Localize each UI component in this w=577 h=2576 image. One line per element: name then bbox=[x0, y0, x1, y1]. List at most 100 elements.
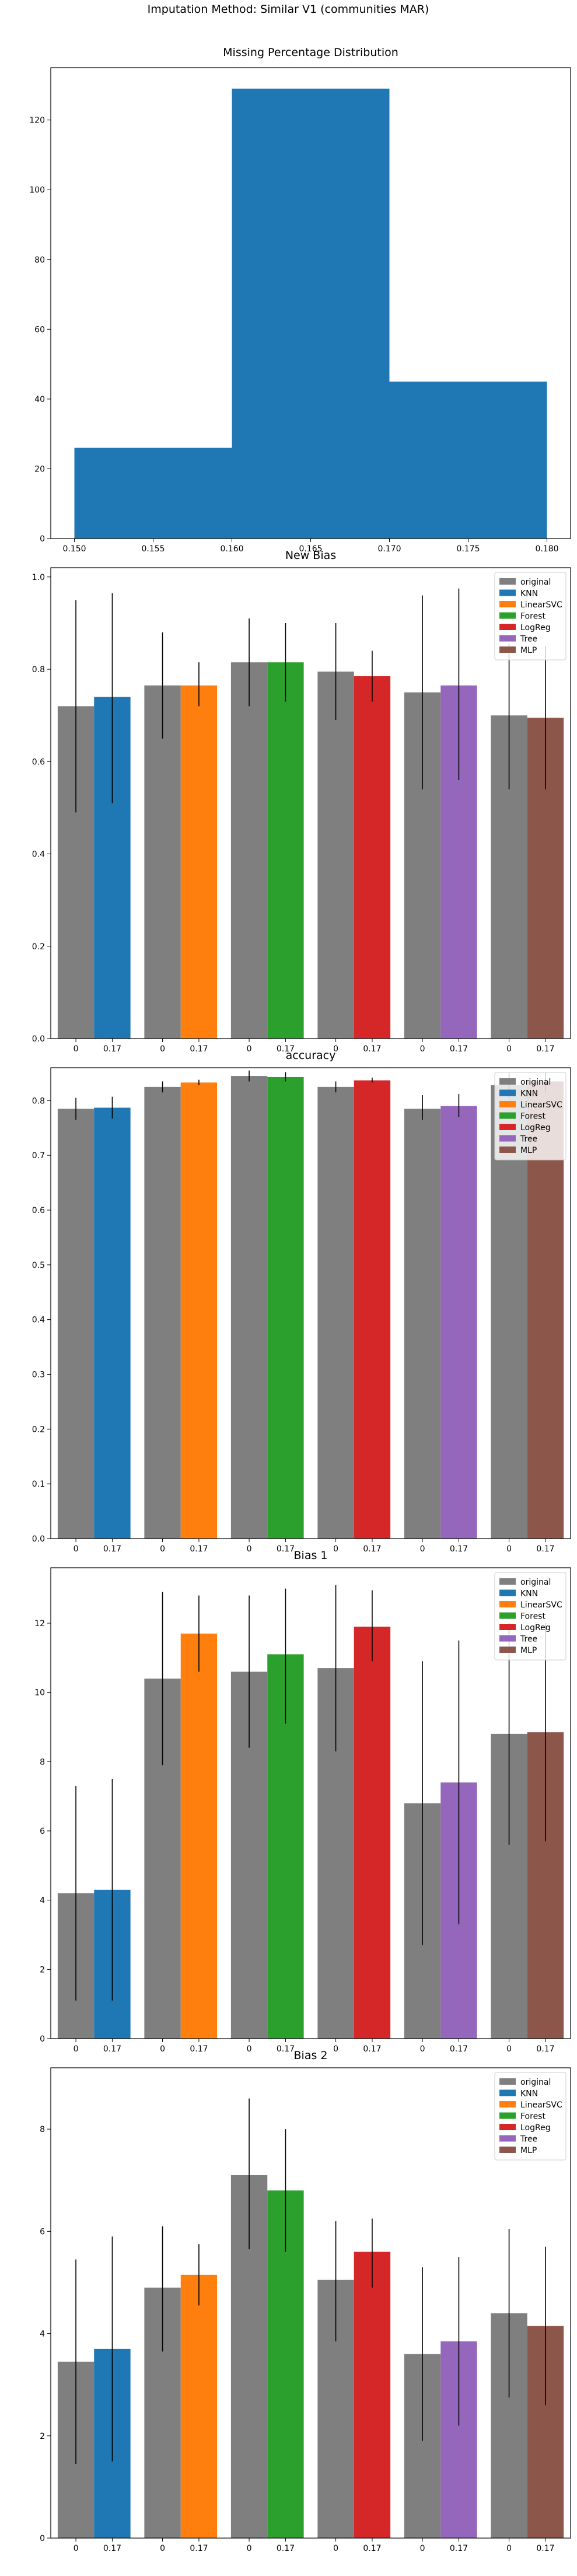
legend-swatch-MLP bbox=[499, 1647, 516, 1653]
axes-frame bbox=[50, 1067, 571, 1539]
x-tick-label: 0.170 bbox=[377, 544, 401, 554]
legend-label: original bbox=[520, 578, 551, 587]
legend-label: KNN bbox=[520, 589, 538, 599]
legend-label: LinearSVC bbox=[520, 1100, 562, 1110]
panel-2: accuracy 0 0.17 0 0.17 0 0.17 0 0.17 0 0.17 0 0.17 or… bbox=[32, 1049, 571, 1554]
x-tick-label: 0 bbox=[247, 2544, 252, 2553]
y-tick-label: 0.4 bbox=[32, 850, 45, 859]
legend-label: KNN bbox=[520, 1589, 538, 1599]
legend-label: original bbox=[520, 2078, 551, 2087]
legend-swatch-Tree bbox=[499, 1635, 516, 1642]
x-tick-label: 0.17 bbox=[277, 2044, 295, 2054]
y-tick-label: 0.5 bbox=[32, 1261, 45, 1270]
bar-original-Forest bbox=[230, 662, 268, 1039]
y-tick-label: 12 bbox=[34, 1619, 45, 1628]
x-tick-label: 0.17 bbox=[450, 2544, 468, 2553]
bar-original-Tree bbox=[404, 1109, 441, 1539]
legend-swatch-KNN bbox=[499, 1589, 516, 1596]
legend-swatch-MLP bbox=[499, 1147, 516, 1153]
legend-swatch-MLP bbox=[499, 2147, 516, 2153]
x-tick-label: 0 bbox=[247, 2044, 252, 2054]
x-tick-label: 0.17 bbox=[277, 2544, 295, 2553]
x-tick-label: 0.17 bbox=[103, 1544, 121, 1554]
legend-label: LogReg bbox=[520, 2123, 551, 2133]
bar-original-LogReg bbox=[317, 672, 354, 1039]
legend-label: MLP bbox=[520, 646, 537, 655]
x-tick-label: 0.17 bbox=[103, 2544, 121, 2553]
x-tick-label: 0.17 bbox=[103, 1044, 121, 1054]
x-tick-label: 0.17 bbox=[363, 1544, 381, 1554]
bar-Tree bbox=[440, 1106, 477, 1539]
legend-swatch-original bbox=[499, 1578, 516, 1585]
legend-swatch-KNN bbox=[499, 2089, 516, 2096]
x-tick-label: 0 bbox=[74, 1044, 79, 1054]
legend-swatch-MLP bbox=[499, 646, 516, 653]
legend-swatch-LogReg bbox=[499, 1124, 516, 1130]
x-tick-label: 0.17 bbox=[190, 2044, 208, 2054]
panel-1: New Bias 0 0.17 0 0.17 0 0.17 0 0.17 0 0.17 0 0.17 or… bbox=[32, 549, 571, 1054]
x-tick-label: 0 bbox=[506, 1544, 512, 1554]
y-tick-label: 0.6 bbox=[32, 757, 45, 767]
bar-Forest bbox=[267, 1076, 304, 1539]
legend-swatch-Forest bbox=[499, 1112, 516, 1119]
y-tick-label: 2 bbox=[40, 1965, 45, 1974]
x-tick-label: 0.175 bbox=[456, 544, 480, 554]
legend-swatch-original bbox=[499, 578, 516, 585]
legend-label: Forest bbox=[520, 612, 545, 621]
legend-label: original bbox=[520, 1078, 551, 1087]
legend-swatch-KNN bbox=[499, 1089, 516, 1096]
panel-title: Bias 2 bbox=[294, 2049, 328, 2062]
y-tick-label: 20 bbox=[34, 464, 45, 474]
legend-label: Tree bbox=[520, 1135, 537, 1144]
legend-swatch-Forest bbox=[499, 612, 516, 619]
x-tick-label: 0.17 bbox=[190, 1544, 208, 1554]
y-tick-label: 10 bbox=[34, 1689, 45, 1698]
bar-original-LogReg bbox=[317, 1086, 354, 1539]
x-tick-label: 0 bbox=[333, 1044, 338, 1054]
legend-swatch-Forest bbox=[499, 2112, 516, 2119]
legend-swatch-LinearSVC bbox=[499, 1101, 516, 1107]
legend-label: LinearSVC bbox=[520, 1600, 562, 1610]
y-tick-label: 0.0 bbox=[32, 1034, 45, 1044]
y-tick-label: 0.8 bbox=[32, 665, 45, 674]
y-tick-label: 80 bbox=[34, 256, 45, 265]
panel-title: accuracy bbox=[286, 1049, 336, 1062]
figure-suptitle: Imputation Method: Similar V1 (communiti… bbox=[148, 3, 429, 16]
y-tick-label: 6 bbox=[40, 2227, 45, 2236]
y-tick-label: 1.0 bbox=[32, 573, 45, 582]
x-tick-label: 0 bbox=[333, 2044, 338, 2054]
x-tick-label: 0 bbox=[420, 2044, 425, 2054]
y-tick-label: 0.6 bbox=[32, 1206, 45, 1215]
x-tick-label: 0.17 bbox=[363, 2544, 381, 2553]
x-tick-label: 0 bbox=[74, 2044, 79, 2054]
y-tick-label: 2 bbox=[40, 2432, 45, 2441]
legend-label: original bbox=[520, 1578, 551, 1587]
x-tick-label: 0.17 bbox=[450, 1544, 468, 1554]
x-tick-label: 0 bbox=[333, 1544, 338, 1554]
y-tick-label: 4 bbox=[40, 2330, 45, 2339]
x-tick-label: 0 bbox=[506, 2544, 512, 2553]
legend-swatch-Tree bbox=[499, 1135, 516, 1142]
x-tick-label: 0.160 bbox=[220, 544, 243, 554]
y-tick-label: 0 bbox=[40, 2035, 45, 2044]
legend-label: LinearSVC bbox=[520, 2100, 562, 2110]
y-tick-label: 100 bbox=[29, 186, 45, 195]
legend-swatch-LinearSVC bbox=[499, 1601, 516, 1607]
bar-LinearSVC bbox=[180, 1082, 218, 1539]
legend-label: Tree bbox=[520, 635, 537, 644]
bar-LinearSVC bbox=[180, 685, 218, 1039]
x-tick-label: 0.17 bbox=[190, 1044, 208, 1054]
y-tick-label: 0.8 bbox=[32, 1096, 45, 1106]
legend-swatch-LogReg bbox=[499, 2124, 516, 2130]
y-tick-label: 60 bbox=[34, 325, 45, 334]
legend-label: LogReg bbox=[520, 1123, 551, 1133]
x-tick-label: 0.17 bbox=[536, 2544, 554, 2553]
y-tick-label: 0.4 bbox=[32, 1316, 45, 1325]
x-tick-label: 0.17 bbox=[277, 1544, 295, 1554]
y-tick-label: 0.2 bbox=[32, 1425, 45, 1434]
y-tick-label: 8 bbox=[40, 1757, 45, 1767]
x-tick-label: 0 bbox=[333, 2544, 338, 2553]
